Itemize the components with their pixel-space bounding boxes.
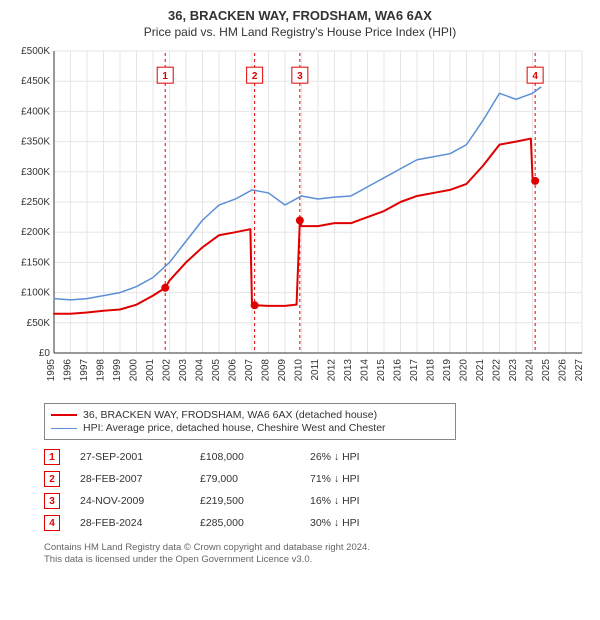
svg-text:2020: 2020 <box>459 359 470 382</box>
legend-item: HPI: Average price, detached house, Ches… <box>51 422 449 434</box>
footer-attribution: Contains HM Land Registry data © Crown c… <box>44 542 586 567</box>
svg-text:£500K: £500K <box>21 46 50 57</box>
svg-text:2027: 2027 <box>574 359 585 382</box>
svg-text:2000: 2000 <box>129 359 140 382</box>
svg-text:2007: 2007 <box>244 359 255 382</box>
svg-text:£0: £0 <box>39 348 51 359</box>
legend-swatch <box>51 428 77 429</box>
svg-text:2004: 2004 <box>195 359 206 382</box>
svg-text:2: 2 <box>252 71 258 82</box>
svg-text:1999: 1999 <box>112 359 123 382</box>
transaction-marker-box: 3 <box>44 493 60 509</box>
footer-line2: This data is licensed under the Open Gov… <box>44 554 586 566</box>
transaction-date: 28-FEB-2007 <box>80 473 180 485</box>
svg-text:2024: 2024 <box>525 359 536 382</box>
svg-text:2019: 2019 <box>442 359 453 382</box>
transaction-date: 28-FEB-2024 <box>80 517 180 529</box>
transaction-pct-vs-hpi: 16% ↓ HPI <box>310 495 410 507</box>
svg-text:2002: 2002 <box>162 359 173 382</box>
svg-text:2026: 2026 <box>558 359 569 382</box>
transaction-price: £285,000 <box>200 517 290 529</box>
svg-text:2012: 2012 <box>327 359 338 382</box>
svg-text:£450K: £450K <box>21 76 50 87</box>
footer-line1: Contains HM Land Registry data © Crown c… <box>44 542 586 554</box>
svg-text:1: 1 <box>162 71 168 82</box>
transaction-marker-box: 4 <box>44 515 60 531</box>
svg-text:2022: 2022 <box>492 359 503 382</box>
transaction-row: 4 28-FEB-2024 £285,000 30% ↓ HPI <box>44 512 586 534</box>
svg-text:2017: 2017 <box>409 359 420 382</box>
transactions-table: 1 27-SEP-2001 £108,000 26% ↓ HPI 2 28-FEB-200… <box>44 446 586 534</box>
svg-text:1995: 1995 <box>46 359 57 382</box>
chart-area: £0 £50K £100K £150K £200K £250K £300K £350K £400… <box>10 45 590 395</box>
svg-text:2005: 2005 <box>211 359 222 382</box>
svg-text:£300K: £300K <box>21 167 50 178</box>
svg-text:£200K: £200K <box>21 227 50 238</box>
svg-text:2003: 2003 <box>178 359 189 382</box>
svg-text:4: 4 <box>532 71 538 82</box>
transaction-date: 24-NOV-2009 <box>80 495 180 507</box>
legend-label: HPI: Average price, detached house, Ches… <box>83 422 386 434</box>
transaction-pct-vs-hpi: 26% ↓ HPI <box>310 451 410 463</box>
svg-text:2014: 2014 <box>360 359 371 382</box>
transaction-price: £219,500 <box>200 495 290 507</box>
svg-text:2015: 2015 <box>376 359 387 382</box>
svg-text:2010: 2010 <box>294 359 305 382</box>
transaction-row: 3 24-NOV-2009 £219,500 16% ↓ HPI <box>44 490 586 512</box>
svg-text:£400K: £400K <box>21 106 50 117</box>
transaction-price: £108,000 <box>200 451 290 463</box>
svg-text:2001: 2001 <box>145 359 156 382</box>
svg-text:2006: 2006 <box>228 359 239 382</box>
transaction-row: 2 28-FEB-2007 £79,000 71% ↓ HPI <box>44 468 586 490</box>
svg-text:1998: 1998 <box>96 359 107 382</box>
svg-text:2025: 2025 <box>541 359 552 382</box>
svg-text:2016: 2016 <box>393 359 404 382</box>
svg-text:2023: 2023 <box>508 359 519 382</box>
svg-text:2021: 2021 <box>475 359 486 382</box>
svg-text:2013: 2013 <box>343 359 354 382</box>
legend-swatch <box>51 414 77 416</box>
transaction-price: £79,000 <box>200 473 290 485</box>
legend-box: 36, BRACKEN WAY, FRODSHAM, WA6 6AX (deta… <box>44 403 456 440</box>
svg-text:2018: 2018 <box>426 359 437 382</box>
svg-text:£50K: £50K <box>27 318 51 329</box>
svg-text:2009: 2009 <box>277 359 288 382</box>
svg-text:2008: 2008 <box>261 359 272 382</box>
title-block: 36, BRACKEN WAY, FRODSHAM, WA6 6AX Price… <box>10 8 590 39</box>
svg-text:1996: 1996 <box>63 359 74 382</box>
transaction-date: 27-SEP-2001 <box>80 451 180 463</box>
transaction-pct-vs-hpi: 30% ↓ HPI <box>310 517 410 529</box>
title-address: 36, BRACKEN WAY, FRODSHAM, WA6 6AX <box>10 8 590 23</box>
transaction-pct-vs-hpi: 71% ↓ HPI <box>310 473 410 485</box>
title-subtitle: Price paid vs. HM Land Registry's House … <box>10 25 590 39</box>
svg-text:2011: 2011 <box>310 359 321 381</box>
transaction-row: 1 27-SEP-2001 £108,000 26% ↓ HPI <box>44 446 586 468</box>
svg-text:1997: 1997 <box>79 359 90 382</box>
transaction-marker-box: 1 <box>44 449 60 465</box>
legend-label: 36, BRACKEN WAY, FRODSHAM, WA6 6AX (deta… <box>83 409 377 421</box>
svg-text:£250K: £250K <box>21 197 50 208</box>
legend-item: 36, BRACKEN WAY, FRODSHAM, WA6 6AX (deta… <box>51 409 449 421</box>
line-chart-svg: £0 £50K £100K £150K £200K £250K £300K £350K £400… <box>10 45 590 395</box>
svg-text:£350K: £350K <box>21 137 50 148</box>
svg-text:3: 3 <box>297 71 303 82</box>
svg-text:£150K: £150K <box>21 257 50 268</box>
svg-text:£100K: £100K <box>21 288 50 299</box>
chart-container: 36, BRACKEN WAY, FRODSHAM, WA6 6AX Price… <box>0 0 600 573</box>
transaction-marker-box: 2 <box>44 471 60 487</box>
